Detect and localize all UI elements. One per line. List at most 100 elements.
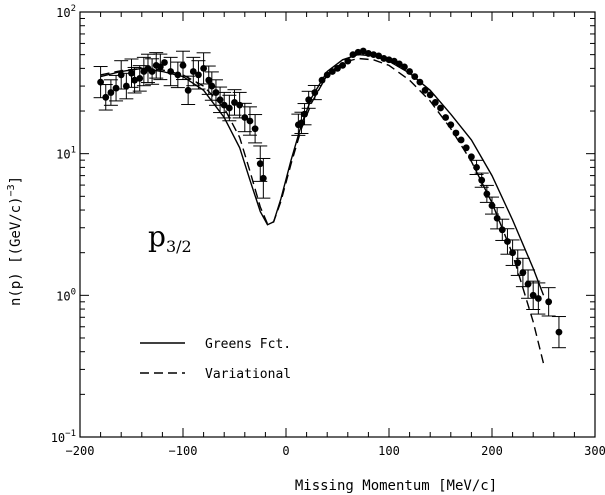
- data-point: [447, 121, 455, 129]
- data-point: [179, 61, 187, 69]
- data-point: [349, 51, 357, 59]
- data-point: [478, 176, 486, 184]
- x-axis-title: Missing Momentum [MeV/c]: [295, 478, 497, 494]
- data-point: [462, 144, 470, 152]
- y-tick-label: 101: [56, 146, 76, 162]
- data-point: [534, 295, 542, 302]
- data-point: [117, 71, 125, 79]
- data-point: [395, 60, 403, 68]
- data-point: [411, 73, 419, 80]
- data-point: [498, 226, 506, 234]
- legend-label-greens: Greens Fct.: [205, 337, 291, 352]
- data-point: [509, 249, 516, 257]
- x-axis-ticks: −200 −100 0 100 200 300: [66, 12, 605, 458]
- data-point: [236, 101, 244, 109]
- x-tick-label: 0: [282, 444, 289, 458]
- plot-border: [79, 11, 596, 438]
- y-tick-label: 100: [56, 287, 76, 303]
- data-point: [401, 63, 408, 71]
- data-point: [339, 61, 347, 69]
- data-point: [156, 63, 164, 71]
- x-tick-label: 300: [584, 444, 605, 458]
- y-tick-label: 10−1: [51, 429, 76, 445]
- data-point: [437, 104, 444, 112]
- data-point: [514, 259, 522, 267]
- data-point: [311, 89, 319, 96]
- data-point: [504, 238, 511, 245]
- data-point: [200, 64, 208, 72]
- data-point: [452, 129, 460, 137]
- data-point: [457, 136, 465, 144]
- plot-frame: [79, 11, 596, 438]
- data-point: [256, 160, 264, 168]
- y-axis-ticks: 10−1 100 101 102: [51, 4, 595, 445]
- data-point: [323, 71, 331, 79]
- data-point: [473, 163, 480, 171]
- data-point: [136, 74, 144, 82]
- legend: Greens Fct. Variational: [140, 337, 291, 382]
- data-point: [205, 76, 213, 84]
- data-point: [375, 52, 383, 60]
- variational-curve: [100, 57, 545, 364]
- data-point: [529, 291, 537, 299]
- data-point: [107, 89, 115, 96]
- data-point: [212, 89, 220, 96]
- data-point: [259, 174, 267, 182]
- data-point: [318, 76, 326, 84]
- data-point: [493, 214, 501, 222]
- model-curves: [100, 53, 545, 364]
- data-point: [359, 47, 367, 55]
- data-point: [246, 117, 254, 125]
- data-point: [184, 86, 192, 94]
- data-point: [122, 82, 130, 90]
- data-points: [93, 47, 566, 349]
- y-axis-title: n(p) [(GeV/c)−3]: [6, 176, 24, 306]
- data-point: [344, 57, 352, 65]
- x-tick-label: 100: [378, 444, 400, 458]
- x-tick-label: −200: [66, 444, 95, 458]
- data-point: [225, 104, 233, 112]
- data-point: [354, 48, 362, 56]
- data-point: [174, 71, 182, 79]
- data-point: [251, 125, 259, 133]
- data-point: [216, 96, 224, 104]
- data-point: [421, 86, 429, 94]
- data-point: [241, 114, 249, 121]
- legend-label-variational: Variational: [205, 367, 291, 382]
- data-point: [545, 298, 553, 306]
- x-tick-label: −100: [169, 444, 198, 458]
- data-point: [161, 59, 168, 66]
- data-point: [524, 280, 532, 288]
- data-point: [148, 68, 156, 75]
- data-point: [468, 153, 475, 161]
- data-point: [390, 57, 398, 65]
- x-tick-label: 200: [481, 444, 503, 458]
- svg-text:n(p) [(GeV/c)−3]: n(p) [(GeV/c)−3]: [6, 176, 24, 306]
- data-point: [442, 114, 450, 121]
- data-point: [416, 78, 424, 86]
- panel-label: p3/2: [148, 220, 192, 256]
- data-point: [97, 78, 104, 86]
- data-point: [208, 82, 216, 90]
- data-point: [220, 101, 228, 109]
- data-point: [167, 68, 175, 75]
- y-tick-label: 102: [56, 4, 76, 20]
- data-point: [406, 68, 413, 75]
- data-point: [555, 328, 563, 336]
- data-point: [385, 56, 393, 64]
- data-point: [431, 99, 439, 106]
- y-axis-title-base: n(p) [(GeV/c): [8, 196, 24, 306]
- data-point: [328, 68, 336, 75]
- data-point: [380, 55, 388, 62]
- data-point: [131, 76, 138, 84]
- y-axis-title-exponent: −3: [6, 184, 17, 196]
- data-point: [334, 64, 341, 72]
- data-point: [426, 91, 434, 99]
- data-point: [519, 269, 527, 276]
- data-point: [102, 93, 110, 101]
- data-point: [483, 190, 491, 198]
- data-point: [189, 68, 197, 75]
- y-axis-title-close: ]: [8, 176, 24, 184]
- data-point: [128, 69, 135, 77]
